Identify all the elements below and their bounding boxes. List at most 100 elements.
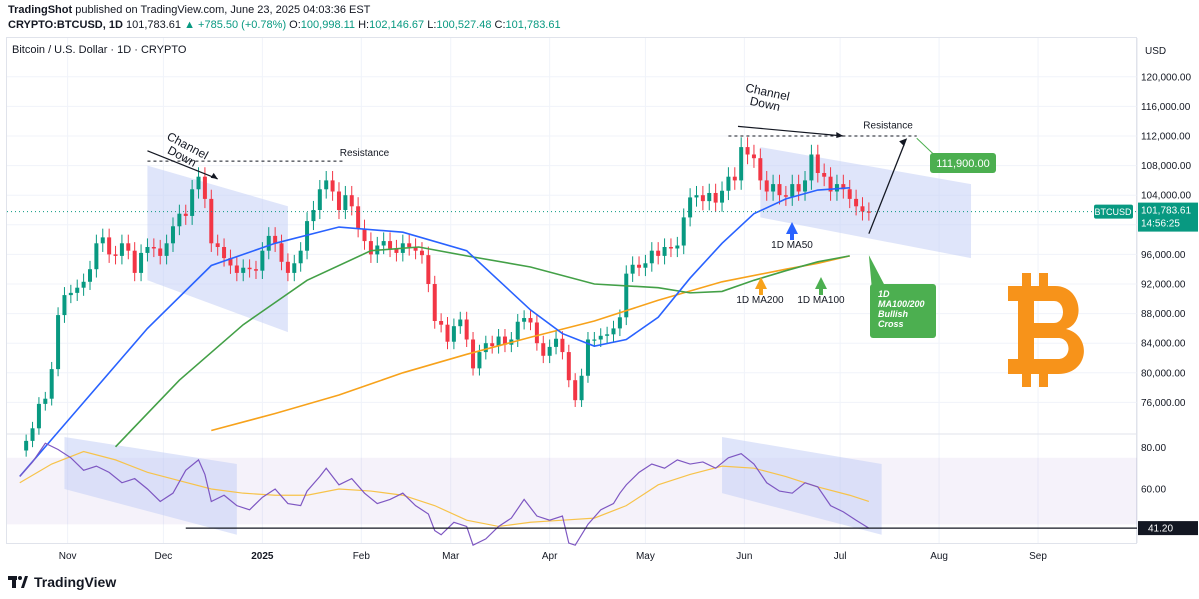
candle-body: [81, 281, 86, 288]
time-tick-label: Mar: [442, 551, 460, 562]
candle-body: [809, 154, 814, 181]
candle-body: [726, 176, 731, 191]
candle-body: [241, 267, 246, 273]
candle-body: [266, 235, 271, 251]
time-tick-label: May: [636, 551, 655, 562]
candle-body: [292, 263, 297, 273]
ma100-label: 1D MA100: [797, 295, 845, 306]
ma200-arrow-icon: [755, 277, 767, 295]
candle-body: [745, 147, 750, 155]
candle-body: [643, 263, 648, 268]
candle-body: [368, 241, 373, 255]
candle-body: [407, 243, 412, 247]
time-tick-label: Aug: [930, 551, 948, 562]
candle-body: [541, 343, 546, 356]
candle-body: [30, 428, 35, 441]
candle-body: [841, 184, 846, 190]
rsi-tick-label: 60.00: [1141, 485, 1166, 496]
symbol-tag-label: BTCUSD: [1094, 207, 1132, 217]
time-tick-label: Sep: [1029, 551, 1047, 562]
time-tick-label: Apr: [542, 551, 558, 562]
low-label: L:: [427, 19, 437, 31]
rsi-tick-label: 80.00: [1141, 443, 1166, 454]
price-tick-label: 112,000.00: [1141, 132, 1191, 143]
candle-body: [534, 322, 539, 344]
close-label: C:: [494, 19, 506, 31]
candle-body: [107, 237, 112, 255]
price-tick-label: 76,000.00: [1141, 398, 1186, 409]
candle-body: [783, 195, 788, 197]
candle-body: [764, 180, 769, 192]
candle-body: [688, 197, 693, 218]
countdown-value: 14:56:25: [1141, 219, 1180, 230]
candle-body: [796, 184, 801, 192]
candle-body: [751, 154, 756, 159]
candle-body: [100, 237, 105, 244]
ma100-line: [114, 246, 850, 448]
candle-body: [177, 213, 182, 227]
candle-body: [828, 176, 833, 192]
tradingview-footer: TradingView: [8, 574, 116, 590]
rsi-lines: [19, 442, 1137, 546]
candle-body: [611, 328, 616, 335]
candle-body: [547, 346, 552, 356]
target-callout-label: 111,900.00: [936, 158, 989, 170]
price-tick-label: 92,000.00: [1141, 280, 1186, 291]
open-label: O:: [289, 19, 301, 31]
time-tick-label: Jun: [736, 551, 752, 562]
candle-body: [139, 252, 144, 273]
axes: 76,000.00 80,000.00 84,000.00 88,000.00 92,0…: [59, 72, 1198, 562]
candle-body: [43, 398, 48, 404]
candle-body: [279, 243, 284, 262]
publish-info: TradingShot published on TradingView.com…: [8, 4, 370, 16]
candle-body: [202, 176, 207, 199]
ohlc-bar: CRYPTO:BTCUSD, 1D 101,783.61 ▲ +785.50 (…: [8, 19, 561, 31]
candle-body: [630, 264, 635, 274]
rsi-line: [19, 442, 870, 546]
candle-body: [694, 195, 699, 198]
rsi-channel-left: [64, 437, 237, 535]
candle-body: [196, 176, 201, 190]
candle-body: [260, 250, 265, 271]
candle-body: [87, 269, 92, 282]
price-tick-label: 80,000.00: [1141, 368, 1186, 379]
target-callout-box: [930, 153, 996, 173]
price-tick-label: 120,000.00: [1141, 72, 1191, 83]
candle-body: [496, 336, 501, 347]
rsi-last-tag: [1138, 521, 1198, 536]
time-tick-label: Nov: [59, 551, 77, 562]
low-value: 100,527.48: [436, 19, 492, 31]
candle-body: [62, 295, 67, 316]
candle-body: [158, 248, 163, 256]
candle-body: [771, 184, 776, 192]
symbol-tag: [1094, 204, 1133, 219]
rsi-last-value: 41.20: [1148, 524, 1173, 535]
high-label: H:: [358, 19, 370, 31]
price-tick-label: 116,000.00: [1141, 102, 1191, 113]
time-tick-label: Feb: [353, 551, 371, 562]
candle-body: [617, 317, 622, 329]
candle-body: [343, 195, 348, 210]
candle-body: [381, 241, 386, 246]
cross-callout-box: [870, 284, 936, 338]
candle-body: [860, 206, 865, 212]
candle-body: [713, 192, 718, 203]
publisher-name: TradingShot: [8, 4, 73, 16]
price-tick-label: 84,000.00: [1141, 339, 1186, 350]
projection-arrow: [868, 144, 905, 234]
candle-body: [662, 247, 667, 256]
ma50-label: 1D MA50: [771, 240, 813, 251]
candle-body: [388, 241, 393, 249]
price-tick-label: 96,000.00: [1141, 250, 1186, 261]
candle-body: [790, 184, 795, 197]
rsi-band: [7, 437, 1137, 535]
candle-body: [356, 206, 361, 229]
candle-body: [822, 173, 827, 177]
candle-body: [720, 190, 725, 203]
channel-down-arrow-right: [737, 125, 844, 137]
high-value: 102,146.67: [369, 19, 425, 31]
candle-body: [113, 254, 118, 256]
candle-body: [24, 440, 29, 451]
price-tick-label: 104,000.00: [1141, 191, 1191, 202]
